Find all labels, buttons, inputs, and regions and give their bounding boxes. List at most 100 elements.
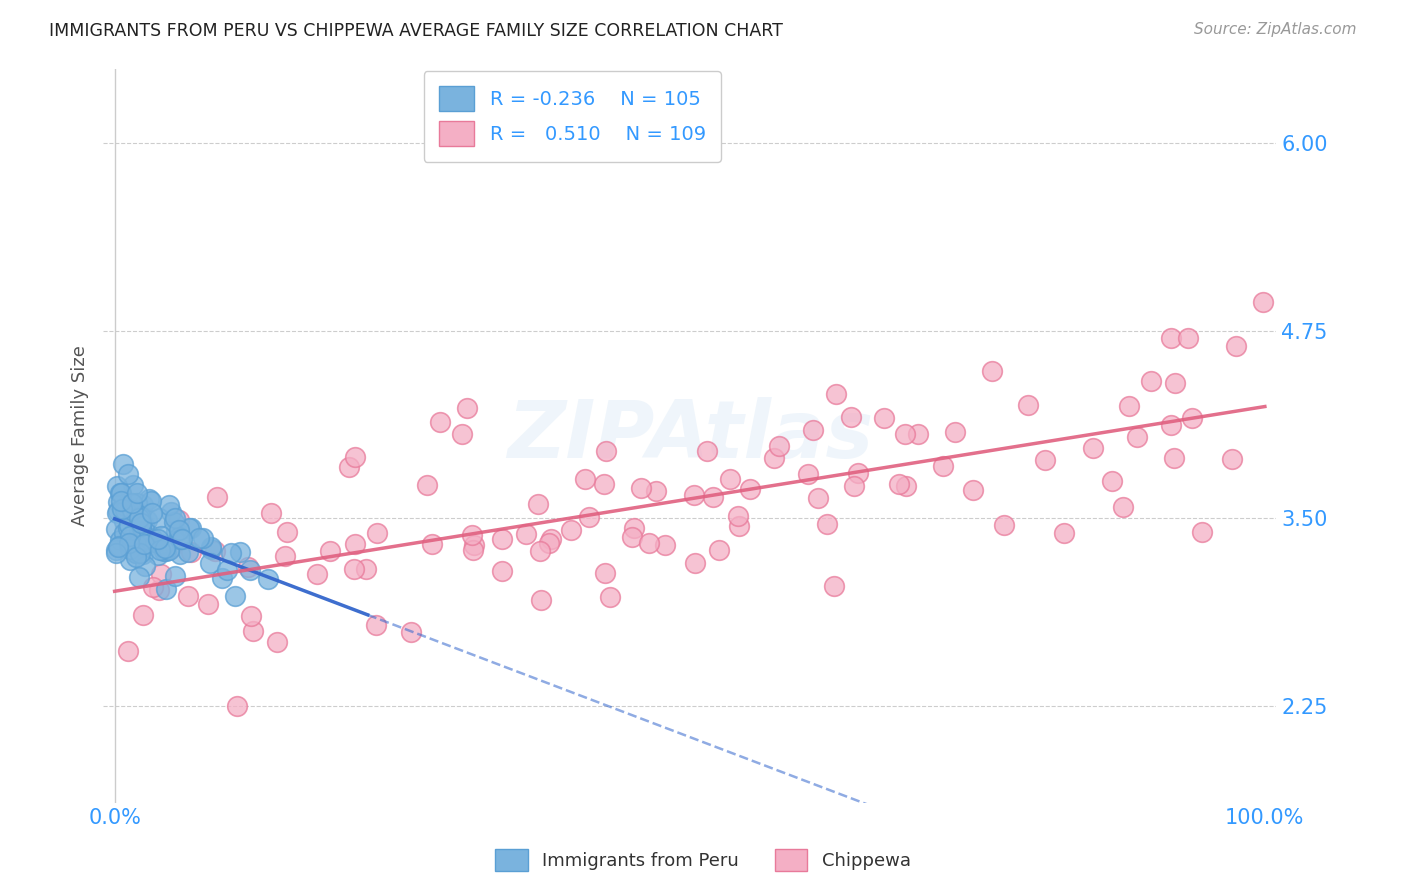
Point <box>114 499 136 513</box>
Point <box>135 537 157 551</box>
Point <box>354 562 377 576</box>
Point <box>110 493 132 508</box>
Point <box>1177 331 1199 345</box>
Point <box>167 523 190 537</box>
Point <box>177 545 200 559</box>
Point <box>129 516 152 530</box>
Point <box>1112 500 1135 515</box>
Point <box>738 483 761 497</box>
Point <box>873 410 896 425</box>
Point <box>515 527 537 541</box>
Point <box>623 521 645 535</box>
Point <box>114 503 136 517</box>
Point <box>107 495 129 509</box>
Point <box>226 699 249 714</box>
Point <box>907 426 929 441</box>
Point <box>159 505 181 519</box>
Point <box>129 546 152 560</box>
Point <box>204 544 226 558</box>
Legend: Immigrants from Peru, Chippewa: Immigrants from Peru, Chippewa <box>488 842 918 879</box>
Point <box>593 566 616 581</box>
Point <box>155 582 177 596</box>
Point <box>107 539 129 553</box>
Point <box>110 485 132 500</box>
Point <box>128 569 150 583</box>
Point <box>238 563 260 577</box>
Point <box>197 597 219 611</box>
Point <box>107 540 129 554</box>
Point <box>131 498 153 512</box>
Point <box>122 541 145 555</box>
Point <box>696 444 718 458</box>
Point <box>110 533 132 548</box>
Point <box>217 562 239 576</box>
Point <box>242 624 264 638</box>
Point <box>344 450 367 464</box>
Point <box>128 508 150 523</box>
Point <box>236 559 259 574</box>
Point <box>1181 411 1204 425</box>
Point <box>343 536 366 550</box>
Point <box>257 572 280 586</box>
Point <box>107 504 129 518</box>
Point <box>343 562 366 576</box>
Point <box>801 423 824 437</box>
Point <box>644 483 666 498</box>
Point <box>1160 418 1182 433</box>
Point <box>1160 331 1182 345</box>
Point <box>118 553 141 567</box>
Point <box>894 427 917 442</box>
Point <box>122 478 145 492</box>
Point <box>1139 374 1161 388</box>
Point <box>134 537 156 551</box>
Point <box>148 510 170 524</box>
Point <box>169 513 191 527</box>
Point <box>1163 376 1185 391</box>
Point <box>142 580 165 594</box>
Point <box>149 536 172 550</box>
Point <box>139 494 162 508</box>
Point <box>1126 430 1149 444</box>
Point <box>117 506 139 520</box>
Point <box>429 415 451 429</box>
Point <box>276 524 298 539</box>
Point <box>1220 452 1243 467</box>
Point <box>125 496 148 510</box>
Point <box>319 543 342 558</box>
Point <box>366 526 388 541</box>
Point <box>229 544 252 558</box>
Point <box>152 538 174 552</box>
Point <box>529 544 551 558</box>
Point <box>125 546 148 560</box>
Point <box>198 557 221 571</box>
Point <box>846 466 869 480</box>
Point <box>943 425 966 439</box>
Point <box>121 503 143 517</box>
Point <box>111 457 134 471</box>
Point <box>111 501 134 516</box>
Point <box>399 624 422 639</box>
Point <box>134 518 156 533</box>
Point <box>1017 398 1039 412</box>
Point <box>993 517 1015 532</box>
Point <box>120 529 142 543</box>
Point <box>128 507 150 521</box>
Point <box>165 511 187 525</box>
Point <box>630 481 652 495</box>
Point <box>595 444 617 458</box>
Point <box>187 532 209 546</box>
Point <box>797 467 820 481</box>
Point <box>132 608 155 623</box>
Point <box>540 532 562 546</box>
Point <box>143 535 166 549</box>
Point <box>122 544 145 558</box>
Point <box>260 506 283 520</box>
Point <box>768 439 790 453</box>
Point <box>1163 451 1185 466</box>
Point <box>491 532 513 546</box>
Point <box>172 533 194 547</box>
Point <box>887 476 910 491</box>
Point <box>728 519 751 533</box>
Point <box>112 514 135 528</box>
Point <box>574 472 596 486</box>
